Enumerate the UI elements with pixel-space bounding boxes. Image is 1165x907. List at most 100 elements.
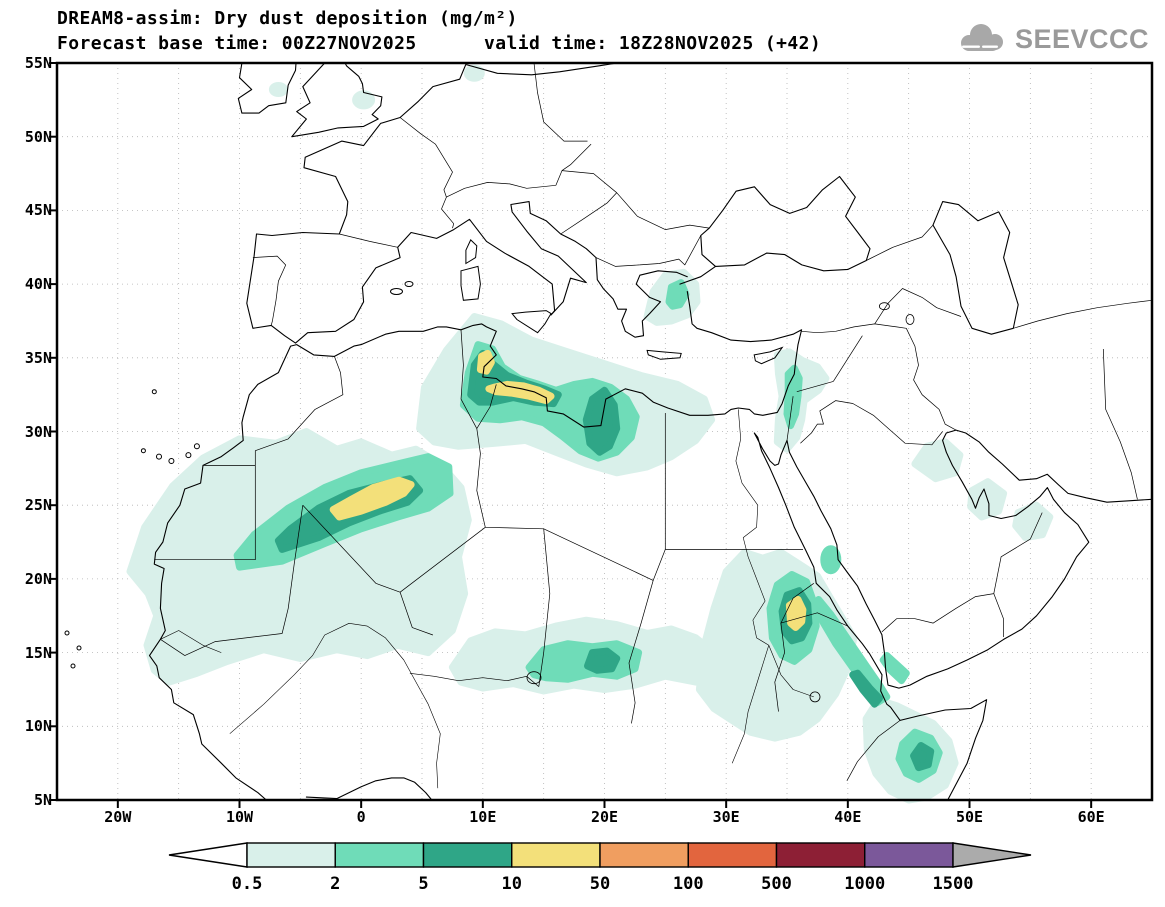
island-capeverde-2 — [76, 645, 82, 651]
lake-urmia — [905, 314, 915, 325]
coastline-gulf-of-guinea — [305, 777, 433, 801]
lon-label-10E: 10E — [469, 808, 497, 826]
colorbar-level-0.5: 0.5 — [231, 874, 263, 894]
lat-label-35N: 35N — [24, 348, 52, 367]
island-mallorca — [390, 288, 403, 295]
border-chad-sudan — [628, 580, 654, 724]
dust-yemen-mint — [879, 652, 910, 685]
colorbar-level-100: 100 — [672, 874, 704, 894]
country-borders — [154, 62, 1153, 781]
border-saudi-yemen-oman — [881, 512, 1043, 638]
chart-title: DREAM8-assim: Dry dust deposition (mg/m²… — [57, 8, 518, 29]
island-cyprus — [753, 346, 784, 365]
river-nile — [731, 409, 814, 764]
colorbar-segment-7 — [864, 842, 954, 868]
coastline-ireland — [237, 62, 297, 114]
map-border — [55, 61, 1154, 802]
border-turkmenistan-iran — [1013, 299, 1153, 329]
colorbar-level-50: 50 — [589, 874, 611, 894]
island-madeira — [151, 389, 157, 395]
colorbar-arrow-high — [952, 842, 1032, 868]
dust-sudan-yellow — [785, 596, 807, 631]
border-albania-greece — [595, 257, 640, 267]
island-crete — [646, 349, 682, 360]
border-syria-iraq — [833, 335, 863, 382]
dust-tunisia-yellow-north — [476, 349, 495, 375]
border-jordan-saudi — [796, 381, 943, 446]
border-iran-afghanistan — [1102, 348, 1138, 500]
lat-label-15N: 15N — [24, 643, 52, 662]
border-ethiopia-somalia — [846, 720, 901, 781]
island-canary-4 — [140, 448, 146, 454]
island-capeverde-3 — [70, 663, 76, 669]
colorbar-level-5: 5 — [418, 874, 429, 894]
colorbar-level-500: 500 — [761, 874, 792, 894]
lon-label-40E: 40E — [834, 808, 862, 826]
border-germany-poland — [533, 62, 588, 142]
dust-spot-ireland — [268, 82, 288, 97]
border-portugal-spain — [252, 255, 287, 326]
lat-label-20N: 20N — [24, 569, 52, 588]
colorbar-arrow-low — [168, 842, 248, 868]
colorbar-segment-4 — [599, 842, 689, 868]
river-niger — [229, 623, 441, 789]
lat-label-25N: 25N — [24, 496, 52, 515]
border-france-east — [399, 117, 455, 229]
coastline-caspian-sea — [932, 201, 1019, 335]
map-plot — [49, 61, 1154, 808]
lon-label-0: 0 — [356, 808, 366, 826]
lake-van — [879, 302, 890, 311]
border-jordan-israel — [786, 396, 794, 441]
island-capeverde-1 — [64, 630, 70, 636]
lon-label-60E: 60E — [1077, 808, 1105, 826]
colorbar-segment-0 — [246, 842, 336, 868]
border-libya-south — [485, 526, 666, 581]
river-senegal — [160, 630, 222, 653]
lon-label-20W: 20W — [104, 808, 132, 826]
colorbar-level-1000: 1000 — [844, 874, 886, 894]
border-niger-nigeria-chad — [409, 528, 551, 687]
border-algeria-tunisia — [460, 329, 478, 429]
coastline-black-sea — [700, 175, 871, 272]
border-alps-austria — [446, 143, 592, 198]
lake-chad — [526, 671, 542, 685]
island-canary-1 — [156, 453, 162, 460]
lon-label-10W: 10W — [225, 808, 254, 826]
lat-label-50N: 50N — [24, 127, 52, 146]
coastline-britain — [291, 62, 383, 138]
colorbar-level-10: 10 — [501, 874, 522, 894]
cloud-icon — [960, 24, 1003, 51]
colorbar-bar — [168, 842, 1032, 868]
colorbar-segment-2 — [422, 842, 513, 868]
rivers — [160, 409, 814, 789]
coastline-horn-redsea-arabia — [753, 429, 1153, 801]
lon-label-50E: 50E — [955, 808, 984, 826]
island-canary-5 — [185, 452, 192, 459]
border-mauritania-mali — [160, 505, 304, 656]
axis-ticks — [49, 62, 1093, 808]
dust-gulf-spot-3 — [1012, 501, 1054, 542]
border-turkey-syria-iran — [801, 323, 957, 431]
seevccc-logo: SEEVCCC — [956, 22, 1149, 56]
border-algeria-libya-tunisia — [476, 384, 497, 528]
dust-sahel-mint — [525, 640, 643, 683]
lat-label-5N: 5N — [33, 791, 52, 809]
lat-label-30N: 30N — [24, 422, 52, 441]
colorbar-level-2: 2 — [330, 874, 341, 894]
coastlines — [64, 62, 1153, 801]
lat-label-45N: 45N — [24, 201, 52, 220]
border-bosnia — [560, 192, 617, 235]
logo-text: SEEVCCC — [1014, 23, 1149, 54]
dust-gulf-spot-1 — [911, 438, 964, 483]
border-algeria-mali-niger — [302, 504, 486, 636]
island-menorca — [404, 281, 414, 287]
island-corsica — [465, 239, 478, 265]
chart-subtitle: Forecast base time: 00Z27NOV2025 valid t… — [57, 33, 822, 54]
island-canary-2 — [168, 458, 175, 464]
coastline-straits — [679, 265, 717, 285]
colorbar-segment-6 — [775, 842, 866, 868]
border-pyrenees — [339, 233, 398, 248]
island-canary-3 — [193, 443, 200, 450]
border-western-sahara — [154, 465, 256, 561]
